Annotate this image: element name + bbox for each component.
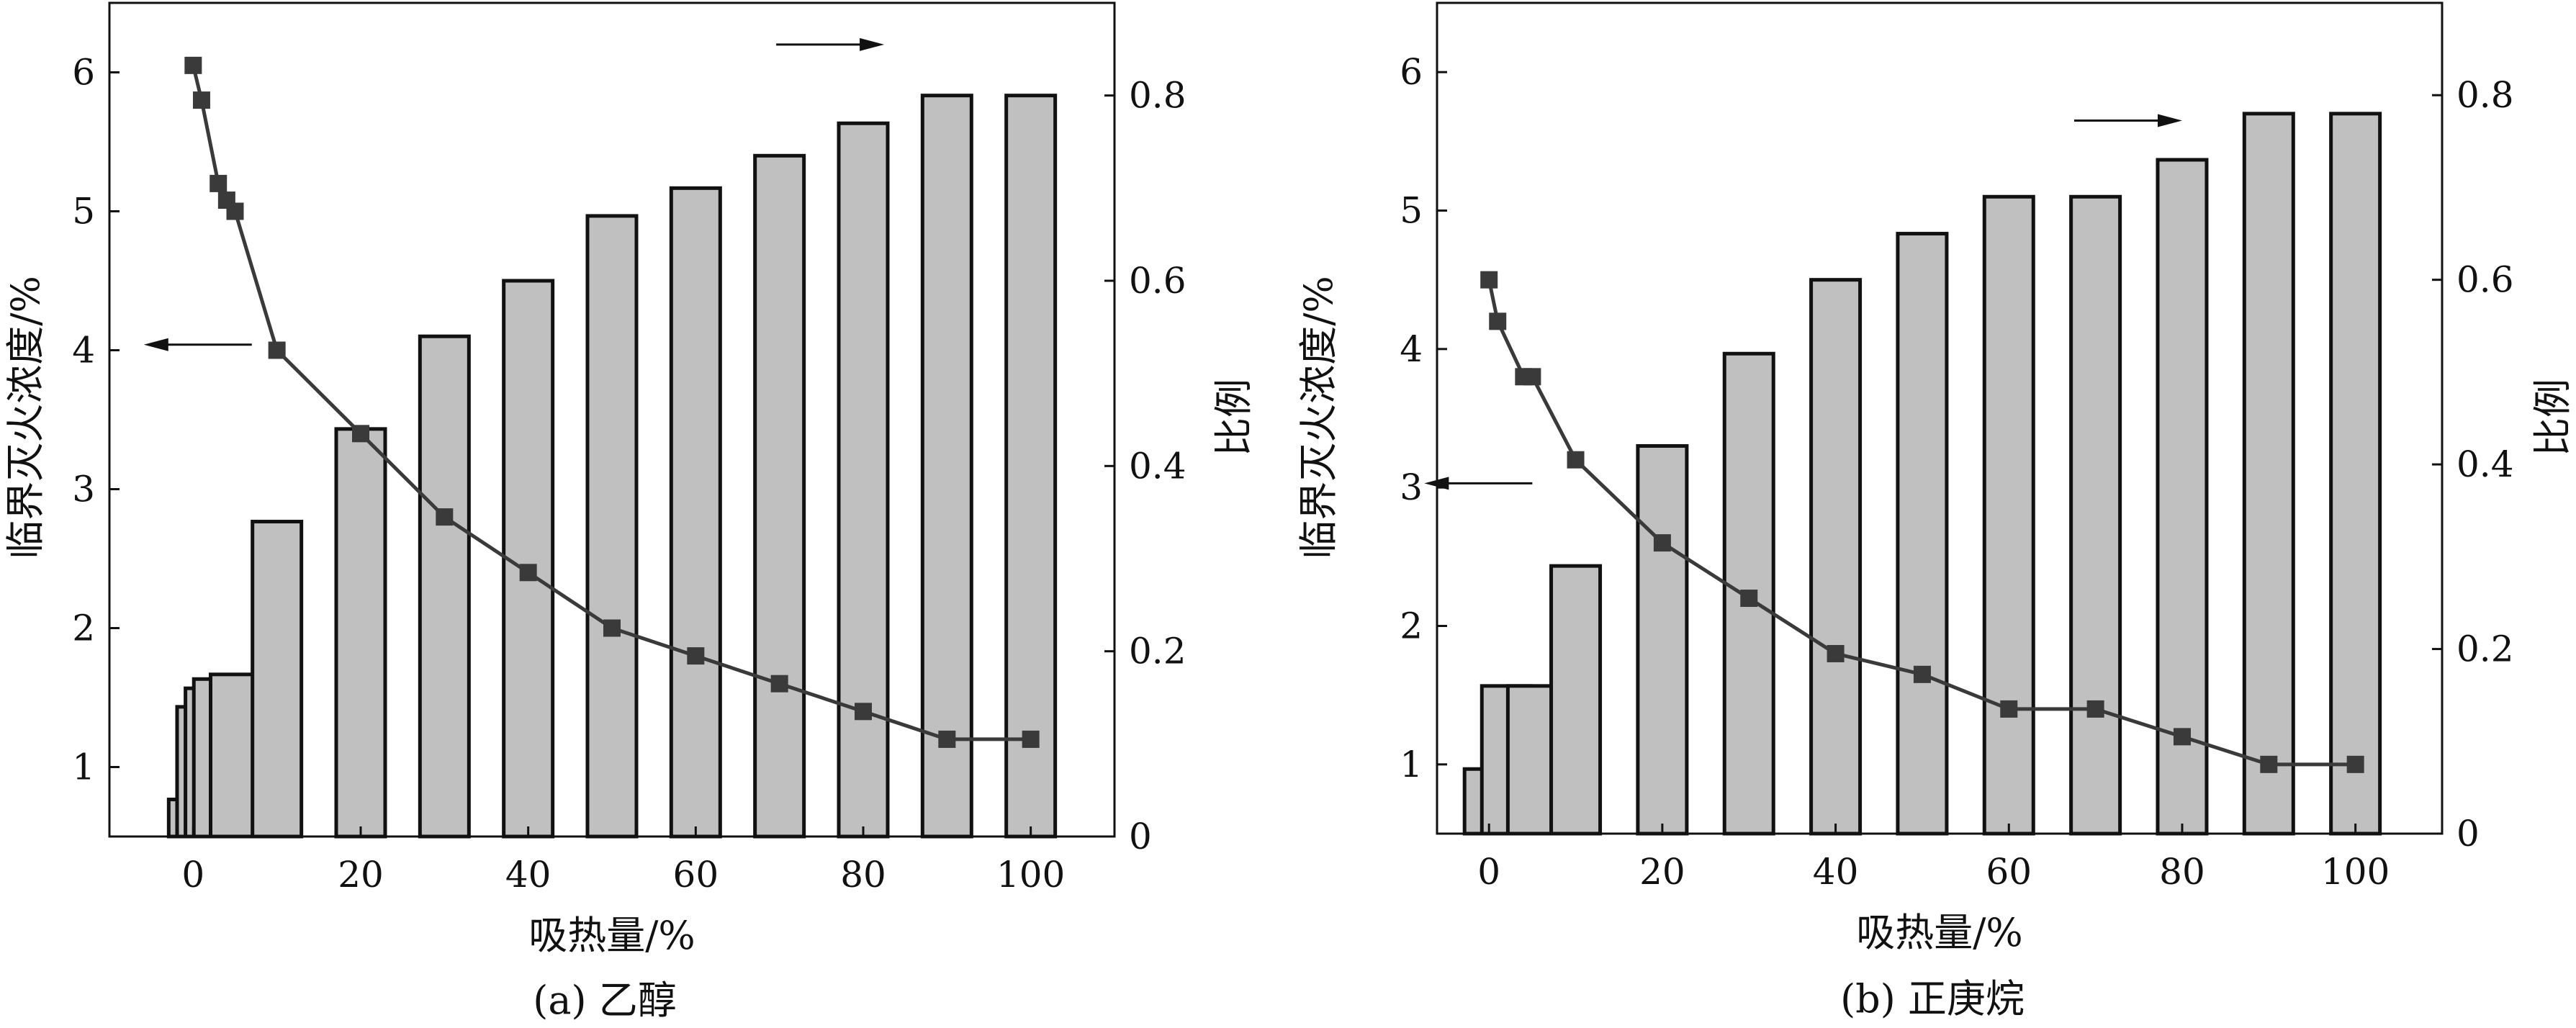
y-left-tick-label: 6 (1400, 51, 1423, 93)
bar (1636, 443, 1689, 836)
y-right-tick-label: 0.6 (2456, 259, 2514, 301)
line-marker (192, 91, 210, 109)
line-marker (1913, 665, 1931, 683)
y-right-tick-label: 0.6 (1129, 260, 1186, 302)
bar (251, 520, 304, 839)
bar (669, 186, 722, 839)
panel-caption: (a) 乙醇 (533, 978, 677, 1023)
line-marker (1523, 368, 1541, 386)
x-tick-label: 80 (2159, 851, 2205, 893)
bar (2242, 112, 2295, 836)
x-tick-label: 20 (1639, 851, 1685, 893)
y-left-tick-label: 4 (72, 330, 95, 371)
bar (334, 427, 387, 839)
bar-series (1462, 112, 2382, 836)
y-left-tick-label: 5 (1400, 190, 1423, 232)
plot-frame (1436, 1, 2444, 835)
line-marker (268, 341, 286, 359)
line-marker (2346, 755, 2364, 773)
y-right-tick-label: 0.4 (2456, 443, 2514, 485)
y-left-axis-title: 临界灭火浓度/% (3, 276, 48, 559)
line-marker (2260, 755, 2278, 773)
y-left-tick-label: 1 (1400, 744, 1423, 785)
panel-b-heptane: 0 20 40 60 80 10012345600.20.40.60.8吸热量/%临界灭火… (1296, 1, 2575, 1022)
line-marker (603, 619, 621, 637)
bar (1809, 278, 1863, 836)
line-marker (184, 56, 202, 74)
line-marker (2086, 700, 2104, 718)
line-marker (855, 703, 872, 721)
y-right-axis-title: 比例 (1211, 379, 1256, 456)
bar (837, 121, 890, 839)
bar (920, 94, 973, 839)
arrow-right-head (860, 37, 885, 51)
y-right-tick-label: 0.8 (2456, 74, 2514, 116)
arrow-left-head (1424, 477, 1449, 490)
line-marker (1022, 730, 1040, 748)
y-left-tick-label: 5 (72, 191, 95, 233)
line-marker (1480, 271, 1498, 289)
bar (1004, 94, 1058, 839)
line-marker (938, 730, 956, 748)
line-marker (519, 564, 537, 582)
bar (2329, 112, 2382, 836)
y-left-tick-label: 3 (1400, 466, 1423, 508)
x-tick-label: 20 (338, 854, 384, 896)
plot-frame (108, 1, 1116, 838)
line-marker (687, 647, 705, 665)
y-right-tick-label: 0 (1129, 816, 1152, 857)
bar (1982, 194, 2035, 836)
x-tick-label: 60 (673, 854, 719, 896)
x-tick-label: 40 (1813, 851, 1859, 893)
bar (2156, 158, 2209, 836)
arrow-left-head (143, 338, 168, 351)
bar (753, 153, 806, 839)
panel-a-ethanol: 0 20 40 60 80 10012345600.20.40.60.8吸热量/%临界灭火… (3, 1, 1256, 1023)
x-axis-title: 吸热量/% (528, 913, 695, 958)
arrow-right-head (2157, 114, 2182, 127)
bar (1896, 232, 1949, 836)
y-right-tick-label: 0.8 (1129, 75, 1186, 117)
line-marker (770, 675, 788, 693)
line-marker (352, 425, 369, 443)
y-right-tick-label: 0.2 (2456, 628, 2514, 670)
x-tick-label: 60 (1986, 851, 2032, 893)
line-marker (1740, 590, 1758, 608)
y-left-axis-title: 临界灭火浓度/% (1296, 276, 1341, 559)
x-tick-label: 0 (181, 854, 204, 896)
y-left-tick-label: 4 (1400, 328, 1423, 370)
y-left-tick-label: 2 (1400, 605, 1423, 647)
bar (585, 214, 639, 839)
y-left-tick-label: 3 (72, 469, 95, 510)
line-marker (1653, 534, 1671, 552)
y-right-axis-title: 比例 (2530, 379, 2575, 456)
line-marker (226, 202, 244, 220)
bar-series (166, 94, 1058, 839)
x-axis-title: 吸热量/% (1856, 910, 2023, 955)
y-right-tick-label: 0.4 (1129, 445, 1186, 487)
bar (2069, 194, 2122, 836)
bar (418, 334, 471, 839)
line-marker (2000, 700, 2018, 718)
line-marker (210, 174, 228, 192)
y-left-tick-label: 1 (72, 747, 95, 788)
y-right-tick-label: 0.2 (1129, 631, 1186, 672)
x-tick-label: 80 (840, 854, 886, 896)
x-tick-label: 100 (2321, 851, 2390, 893)
bar (502, 279, 555, 839)
x-tick-label: 100 (996, 854, 1065, 896)
panel-caption: (b) 正庚烷 (1840, 976, 2025, 1022)
x-tick-label: 40 (505, 854, 551, 896)
y-left-tick-label: 6 (72, 52, 95, 94)
line-marker (2173, 728, 2191, 746)
line-marker (1827, 644, 1845, 662)
x-tick-label: 0 (1477, 851, 1500, 893)
line-marker (436, 508, 454, 526)
line-marker (1567, 451, 1585, 469)
line-marker (1489, 312, 1507, 330)
y-left-tick-label: 2 (72, 608, 95, 649)
y-right-tick-label: 0 (2456, 813, 2480, 855)
bar (1549, 564, 1603, 836)
